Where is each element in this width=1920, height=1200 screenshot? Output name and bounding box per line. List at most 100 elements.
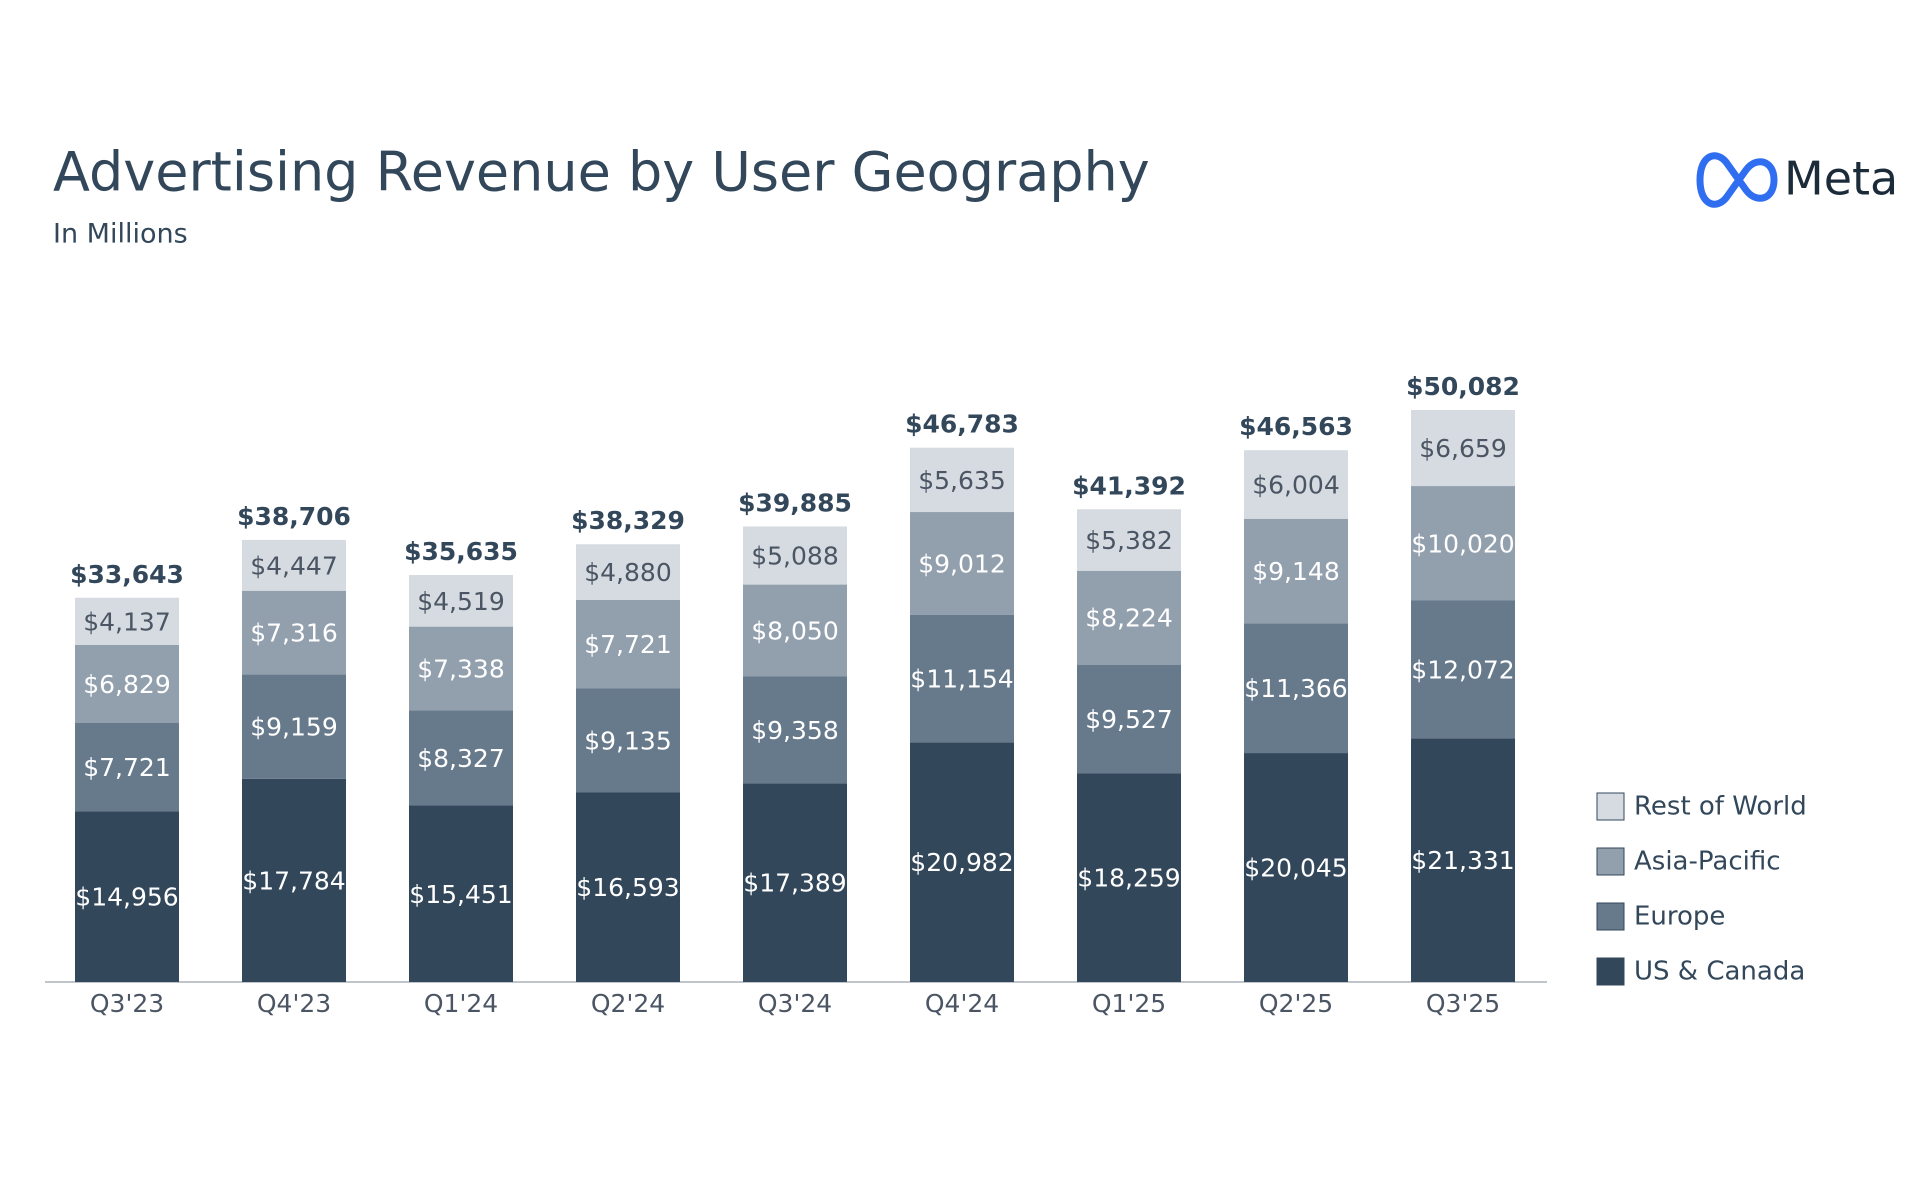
bar-segment [576, 688, 680, 793]
x-tick-label: Q1'24 [424, 989, 498, 1018]
value-label: $8,327 [417, 744, 504, 773]
bar-segment [910, 512, 1014, 615]
value-label: $9,527 [1085, 705, 1172, 734]
value-label: $7,721 [584, 630, 671, 659]
total-label: $33,643 [70, 560, 184, 589]
legend-swatch [1596, 792, 1625, 821]
legend-swatch [1596, 957, 1625, 986]
total-label: $46,563 [1239, 412, 1353, 441]
bar-segment [1244, 753, 1348, 982]
value-label: $20,982 [910, 848, 1013, 877]
bar-segment [1077, 773, 1181, 982]
bar-segment [75, 722, 179, 812]
bar-segment [1411, 600, 1515, 739]
bar-segment [743, 584, 847, 677]
value-label: $6,659 [1419, 434, 1506, 463]
value-label: $7,338 [417, 655, 504, 684]
x-tick-label: Q3'25 [1426, 989, 1500, 1018]
value-label: $8,050 [751, 617, 838, 646]
bar-segment [242, 674, 346, 779]
legend-swatch [1596, 902, 1625, 931]
x-tick-label: Q4'23 [257, 989, 331, 1018]
value-label: $9,159 [250, 713, 337, 742]
value-label: $9,148 [1252, 557, 1339, 586]
value-label: $21,331 [1411, 846, 1514, 875]
bar-segment [409, 626, 513, 711]
value-label: $7,721 [83, 753, 170, 782]
value-label: $9,012 [918, 550, 1005, 579]
bar-segment [1077, 509, 1181, 571]
value-label: $11,154 [910, 665, 1013, 694]
x-tick-label: Q4'24 [925, 989, 999, 1018]
value-label: $6,004 [1252, 470, 1339, 499]
total-label: $46,783 [905, 410, 1019, 439]
total-label: $38,329 [571, 506, 685, 535]
value-label: $10,020 [1411, 529, 1514, 558]
value-label: $14,956 [75, 883, 178, 912]
value-label: $11,366 [1244, 674, 1347, 703]
value-label: $16,593 [576, 873, 679, 902]
bar-segment [409, 710, 513, 806]
value-label: $5,382 [1085, 526, 1172, 555]
x-tick-label: Q2'24 [591, 989, 665, 1018]
value-label: $12,072 [1411, 655, 1514, 684]
x-tick-label: Q3'23 [90, 989, 164, 1018]
bar-segment [242, 778, 346, 982]
value-label: $4,447 [250, 551, 337, 580]
bar-segment [1077, 570, 1181, 665]
legend-label: Asia-Pacific [1634, 847, 1781, 877]
value-label: $6,829 [83, 670, 170, 699]
bar-segment [1411, 486, 1515, 601]
bar-segment [409, 575, 513, 627]
value-label: $17,389 [743, 869, 846, 898]
legend-label: Rest of World [1634, 792, 1807, 822]
legend-label: US & Canada [1634, 957, 1805, 987]
bar-segment [1411, 410, 1515, 487]
value-label: $17,784 [242, 866, 345, 895]
bar-segment [576, 599, 680, 689]
value-label: $18,259 [1077, 864, 1180, 893]
bar-segment [75, 811, 179, 982]
total-label: $39,885 [738, 488, 852, 517]
bar-segment [576, 544, 680, 600]
bar-segment [743, 526, 847, 585]
bar-segment [743, 676, 847, 784]
total-label: $50,082 [1406, 372, 1520, 401]
bar-segment [1244, 623, 1348, 754]
bar-segment [1244, 518, 1348, 624]
bar-segment [242, 539, 346, 591]
chart-title: Advertising Revenue by User Geography [53, 141, 1150, 204]
value-label: $15,451 [409, 880, 512, 909]
bar-segment [409, 805, 513, 982]
bar-segment [75, 597, 179, 646]
bar-segment [1244, 450, 1348, 519]
x-tick-label: Q1'25 [1092, 989, 1166, 1018]
value-label: $7,316 [250, 618, 337, 647]
total-label: $41,392 [1072, 471, 1186, 500]
value-label: $4,880 [584, 558, 671, 587]
value-label: $5,635 [918, 466, 1005, 495]
x-tick-label: Q3'24 [758, 989, 832, 1018]
bar-segment [75, 645, 179, 723]
value-label: $5,088 [751, 542, 838, 571]
legend-swatch [1596, 847, 1625, 876]
bar-segment [576, 792, 680, 982]
value-label: $9,135 [584, 726, 671, 755]
value-label: $4,137 [83, 607, 170, 636]
chart-subtitle: In Millions [53, 219, 188, 250]
bar-segment [910, 742, 1014, 982]
value-label: $8,224 [1085, 604, 1172, 633]
bar-segment [1411, 738, 1515, 982]
bar-segment [910, 614, 1014, 743]
value-label: $20,045 [1244, 854, 1347, 883]
legend-label: Europe [1634, 902, 1725, 932]
bar-segment [1077, 664, 1181, 774]
bar-segment [242, 590, 346, 675]
total-label: $35,635 [404, 537, 518, 566]
value-label: $9,358 [751, 716, 838, 745]
bar-segment [743, 783, 847, 982]
logo-icon [1696, 152, 1778, 208]
x-tick-label: Q2'25 [1259, 989, 1333, 1018]
bar-segment [910, 447, 1014, 513]
